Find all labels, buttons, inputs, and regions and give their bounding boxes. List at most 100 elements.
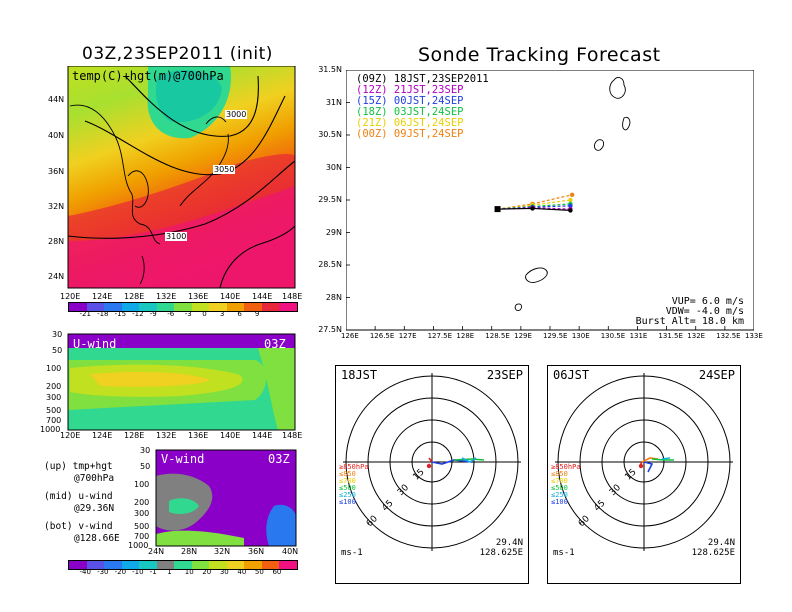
coastline-asia — [69, 104, 161, 245]
map-lat-tick: 24N — [48, 272, 65, 281]
tracking-lon-tick: 126E — [341, 332, 359, 340]
colorbar-label: 0 — [202, 310, 207, 318]
tracking-lon-tick: 130.5E — [600, 332, 626, 340]
v-wind-level-tick: 30 — [140, 446, 151, 455]
u-wind-lon-tick: 136E — [188, 431, 209, 440]
coastline-korea — [127, 170, 149, 208]
hodograph-level: ≥850hPa — [339, 463, 369, 471]
u-wind-level-tick: 30 — [52, 330, 63, 339]
track-legend-item: (15Z) 00JST,24SEP — [356, 95, 464, 107]
track-point — [568, 208, 573, 213]
colorbar-swatch — [156, 561, 175, 569]
map-lat-tick: 36N — [48, 167, 65, 176]
hodograph-trace — [428, 457, 433, 463]
u-wind-panel: U-wind 03Z 30 50 100 200 300 500 700 100… — [30, 330, 300, 442]
note-mid: (mid) u-wind — [44, 491, 113, 502]
colorbar-label: 3 — [219, 310, 225, 318]
tracking-lon-tick: 129.5E — [543, 332, 568, 340]
colorbar-label: 20 — [202, 568, 212, 576]
track-legend-item: (00Z) 09JST,24SEP — [356, 128, 464, 140]
hodograph-lon: 128.625E — [692, 548, 735, 558]
hodograph-trace — [661, 457, 671, 460]
colorbar-label: 60 — [272, 568, 282, 576]
v-wind-lat-tick: 36N — [248, 547, 265, 556]
tracking-lon-tick: 131.5E — [658, 332, 683, 340]
tracking-lat-tick: 30N — [325, 162, 342, 172]
tracking-lat-tick: 28.5N — [318, 260, 342, 269]
map-lon-tick: 140E — [220, 292, 241, 301]
v-wind-positive — [156, 530, 244, 546]
hodograph-date: 23SEP — [487, 368, 523, 382]
track-legend-item: (18Z) 03JST,24SEP — [356, 106, 464, 118]
tracking-lat-ticks: 31.5N 31N 30.5N 30N 29.5N 29N 28.5N 28N 27.5N — [300, 65, 344, 334]
colorbar-swatch — [191, 561, 210, 569]
hodograph-level: ≤700 — [339, 477, 356, 485]
colorbar-label: 10 — [184, 568, 194, 576]
hodograph-lat: 29.4N — [496, 538, 523, 548]
hodograph-level: ≤250 — [551, 491, 568, 499]
colorbar-label: -3 — [184, 310, 192, 318]
temperature-colorbar — [68, 302, 298, 312]
colorbar-label: 40 — [237, 568, 247, 576]
colorbar-label: -18 — [97, 310, 109, 318]
u-wind-level-tick: 700 — [46, 416, 62, 425]
wind-colorbar — [68, 560, 298, 570]
colorbar-label: -1 — [149, 568, 157, 576]
track-legend-item: (12Z) 21JST,23SEP — [356, 84, 464, 96]
hodograph-trace — [651, 458, 674, 461]
v-wind-negative — [266, 504, 296, 546]
map-lon-tick: 144E — [252, 292, 273, 301]
tracking-lon-ticks: 126E 126.5E 127E 127.5E 128E 128.5E 129E 129.5E… — [341, 332, 763, 342]
map-lon-tick: 132E — [156, 292, 177, 301]
v-wind-lat-tick: 24N — [148, 547, 165, 556]
colorbar-label: -30 — [97, 568, 109, 576]
colorbar-swatch — [261, 303, 280, 311]
contour-label-3000: 3000 — [225, 110, 248, 119]
temperature-map-svg — [67, 65, 296, 289]
vdw-param: VDW= -4.0 m/s — [665, 306, 744, 317]
contour-3050 — [84, 95, 286, 176]
v-wind-lat-tick: 32N — [214, 547, 231, 556]
map-lat-tick: 32N — [48, 202, 65, 211]
v-wind-lat-tick: 40N — [282, 547, 299, 556]
hodograph-level: ≤700 — [551, 477, 568, 485]
colorbar-swatch — [209, 303, 227, 311]
island-tanegashima — [622, 116, 631, 131]
hodograph-trace — [453, 458, 485, 461]
hodograph-trace — [431, 459, 473, 465]
note-up: (up) tmp+hgt — [44, 461, 113, 472]
v-wind-level-tick: 300 — [134, 509, 150, 518]
temperature-colorbar-labels: -21 -18 -15 -12 -9 -6 -3 0 3 6 9 — [68, 310, 296, 320]
tracking-lon-tick: 128E — [456, 332, 475, 340]
hodograph-time: 18JST — [341, 368, 377, 382]
hodograph-06jst: 15 30 45 60 06JST 24SEP ≥850hPa ≤850 ≤700 ≤500 ≤25… — [547, 365, 741, 585]
colorbar-label: -9 — [149, 310, 157, 318]
wind-colorbar-labels: -40 -30 -20 -10 -1 1 10 20 30 40 50 60 — [68, 568, 296, 578]
colorbar-swatch — [86, 561, 105, 569]
tracking-lon-tick: 133E — [745, 332, 763, 340]
colorbar-swatch — [174, 561, 192, 569]
v-wind-level-tick: 1000 — [128, 541, 149, 550]
hodograph-level: ≤500 — [551, 484, 568, 492]
u-wind-label: U-wind — [73, 337, 117, 351]
u-wind-lon-tick: 132E — [156, 431, 177, 440]
island-small — [514, 303, 523, 311]
colorbar-swatch — [279, 561, 297, 569]
colorbar-swatch — [121, 561, 140, 569]
colorbar-swatch — [139, 561, 157, 569]
map-lon-tick: 124E — [92, 292, 113, 301]
contour-label-3100: 3100 — [165, 232, 188, 241]
u-wind-level-tick: 500 — [46, 406, 62, 415]
colorbar-label: -20 — [114, 568, 127, 576]
hodograph-time: 06JST — [553, 368, 589, 382]
v-wind-time: 03Z — [268, 452, 290, 466]
island-yakushima — [593, 139, 605, 151]
hodograph-origin — [638, 463, 644, 469]
v-wind-level-tick: 200 — [134, 498, 150, 507]
v-wind-frame — [155, 449, 297, 547]
track-legend-item: (09Z) 18JST,23SEP2011 — [356, 73, 489, 85]
colorbar-label: 6 — [237, 310, 242, 318]
colorbar-swatch — [279, 303, 297, 311]
colorbar-swatch — [156, 303, 175, 311]
